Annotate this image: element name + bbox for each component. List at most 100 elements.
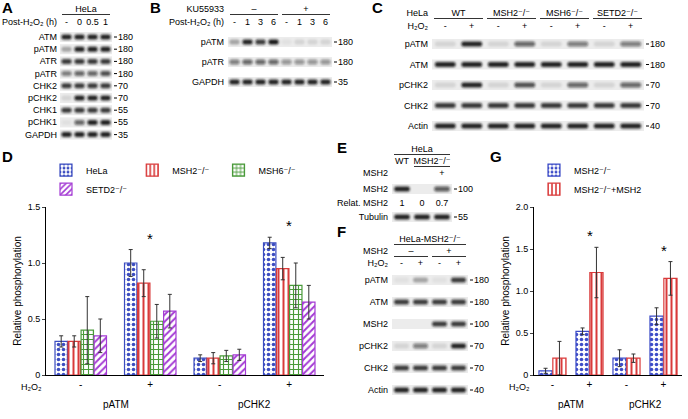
svg-text:2.0: 2.0 bbox=[516, 202, 529, 212]
svg-text:F: F bbox=[337, 223, 346, 240]
svg-text:55: 55 bbox=[118, 105, 128, 115]
svg-text:A: A bbox=[2, 0, 13, 16]
svg-text:H₂O₂: H₂O₂ bbox=[368, 258, 389, 268]
svg-text:+: + bbox=[446, 246, 451, 256]
svg-text:WT: WT bbox=[452, 8, 466, 18]
svg-text:+: + bbox=[147, 379, 153, 390]
svg-text:–: – bbox=[251, 4, 256, 14]
svg-text:Relative phosphorylation: Relative phosphorylation bbox=[12, 236, 23, 346]
svg-text:*: * bbox=[587, 227, 593, 244]
svg-text:180: 180 bbox=[474, 297, 489, 307]
svg-text:-: - bbox=[65, 17, 68, 27]
svg-text:HeLa-MSH2⁻/⁻: HeLa-MSH2⁻/⁻ bbox=[399, 234, 461, 244]
svg-text:+: + bbox=[439, 168, 444, 178]
svg-text:MSH2⁻/⁻: MSH2⁻/⁻ bbox=[574, 166, 611, 176]
svg-text:-: - bbox=[285, 17, 288, 27]
svg-text:3: 3 bbox=[310, 17, 315, 27]
svg-text:*: * bbox=[286, 217, 292, 234]
svg-text:70: 70 bbox=[118, 81, 128, 91]
svg-text:HeLa: HeLa bbox=[75, 4, 97, 14]
svg-text:SETD2⁻/⁻: SETD2⁻/⁻ bbox=[86, 185, 127, 195]
svg-text:E: E bbox=[337, 139, 347, 156]
svg-text:-: - bbox=[79, 379, 82, 390]
svg-text:35: 35 bbox=[338, 77, 348, 87]
svg-text:1.5: 1.5 bbox=[516, 244, 529, 254]
svg-text:MSH2⁻/⁻: MSH2⁻/⁻ bbox=[413, 156, 450, 166]
svg-text:+: + bbox=[575, 21, 580, 31]
svg-text:180: 180 bbox=[118, 69, 133, 79]
svg-text:1: 1 bbox=[245, 17, 250, 27]
svg-text:0.5: 0.5 bbox=[86, 17, 99, 27]
svg-text:0.5: 0.5 bbox=[516, 328, 529, 338]
svg-text:MSH2⁻/⁻+MSH2: MSH2⁻/⁻+MSH2 bbox=[574, 185, 641, 195]
svg-text:ATM: ATM bbox=[410, 60, 428, 70]
svg-text:pCHK2: pCHK2 bbox=[28, 93, 57, 103]
svg-text:0.7: 0.7 bbox=[436, 198, 449, 208]
svg-text:55: 55 bbox=[458, 212, 468, 222]
svg-text:70: 70 bbox=[650, 80, 660, 90]
svg-text:Tubulin: Tubulin bbox=[359, 212, 388, 222]
svg-text:6: 6 bbox=[323, 17, 328, 27]
svg-text:HeLa: HeLa bbox=[86, 166, 108, 176]
svg-text:Post-H₂O₂ (h): Post-H₂O₂ (h) bbox=[2, 17, 57, 27]
svg-text:+: + bbox=[303, 4, 308, 14]
svg-text:GAPDH: GAPDH bbox=[25, 130, 57, 140]
svg-text:0: 0 bbox=[77, 17, 82, 27]
svg-text:-: - bbox=[603, 21, 606, 31]
svg-text:1.0: 1.0 bbox=[28, 258, 41, 268]
svg-text:70: 70 bbox=[474, 363, 484, 373]
svg-text:0: 0 bbox=[523, 370, 528, 380]
svg-text:180: 180 bbox=[118, 56, 133, 66]
svg-text:180: 180 bbox=[474, 275, 489, 285]
svg-text:+: + bbox=[661, 379, 667, 390]
svg-text:CHK2: CHK2 bbox=[33, 81, 57, 91]
svg-text:70: 70 bbox=[650, 101, 660, 111]
svg-text:70: 70 bbox=[474, 341, 484, 351]
svg-text:100: 100 bbox=[474, 319, 489, 329]
svg-text:pCHK2: pCHK2 bbox=[359, 341, 388, 351]
svg-text:MSH2: MSH2 bbox=[363, 246, 388, 256]
svg-text:HeLa: HeLa bbox=[406, 8, 428, 18]
svg-text:40: 40 bbox=[650, 121, 660, 131]
svg-text:GAPDH: GAPDH bbox=[192, 77, 224, 87]
svg-text:Actin: Actin bbox=[408, 121, 428, 131]
svg-text:-: - bbox=[218, 379, 221, 390]
svg-text:180: 180 bbox=[650, 60, 665, 70]
svg-text:pCHK2: pCHK2 bbox=[629, 399, 662, 410]
svg-text:0.5: 0.5 bbox=[28, 314, 41, 324]
svg-text:MSH2: MSH2 bbox=[363, 184, 388, 194]
svg-text:SETD2⁻/⁻: SETD2⁻/⁻ bbox=[597, 8, 638, 18]
svg-text:pATM: pATM bbox=[34, 44, 57, 54]
svg-text:-: - bbox=[625, 379, 628, 390]
svg-text:H₂O₂: H₂O₂ bbox=[408, 21, 429, 31]
svg-text:-: - bbox=[444, 21, 447, 31]
svg-text:MSH6⁻/⁻: MSH6⁻/⁻ bbox=[259, 166, 296, 176]
svg-text:0: 0 bbox=[35, 370, 40, 380]
svg-text:MSH2⁻/⁻: MSH2⁻/⁻ bbox=[172, 166, 209, 176]
svg-text:CHK2: CHK2 bbox=[404, 101, 428, 111]
svg-text:6: 6 bbox=[271, 17, 276, 27]
svg-text:1: 1 bbox=[399, 198, 404, 208]
svg-text:+: + bbox=[469, 21, 474, 31]
svg-text:+: + bbox=[522, 21, 527, 31]
svg-text:C: C bbox=[372, 0, 383, 16]
svg-text:-: - bbox=[497, 21, 500, 31]
svg-text:pATM: pATM bbox=[201, 37, 224, 47]
svg-text:MSH2: MSH2 bbox=[363, 168, 388, 178]
svg-text:pATM: pATM bbox=[558, 399, 584, 410]
svg-text:pCHK2: pCHK2 bbox=[399, 80, 428, 90]
svg-text:180: 180 bbox=[650, 39, 665, 49]
svg-text:MSH2: MSH2 bbox=[363, 319, 388, 329]
svg-text:Post-H₂O₂ (h): Post-H₂O₂ (h) bbox=[169, 17, 224, 27]
svg-text:ATR: ATR bbox=[40, 56, 58, 66]
svg-text:-: - bbox=[438, 258, 441, 268]
svg-text:+: + bbox=[628, 21, 633, 31]
svg-text:–: – bbox=[408, 246, 413, 256]
svg-text:Actin: Actin bbox=[368, 385, 388, 395]
svg-text:1: 1 bbox=[297, 17, 302, 27]
svg-text:180: 180 bbox=[118, 44, 133, 54]
svg-text:-: - bbox=[551, 379, 554, 390]
svg-text:180: 180 bbox=[118, 32, 133, 42]
svg-text:*: * bbox=[147, 230, 153, 247]
svg-text:MSH6⁻/⁻: MSH6⁻/⁻ bbox=[546, 8, 583, 18]
